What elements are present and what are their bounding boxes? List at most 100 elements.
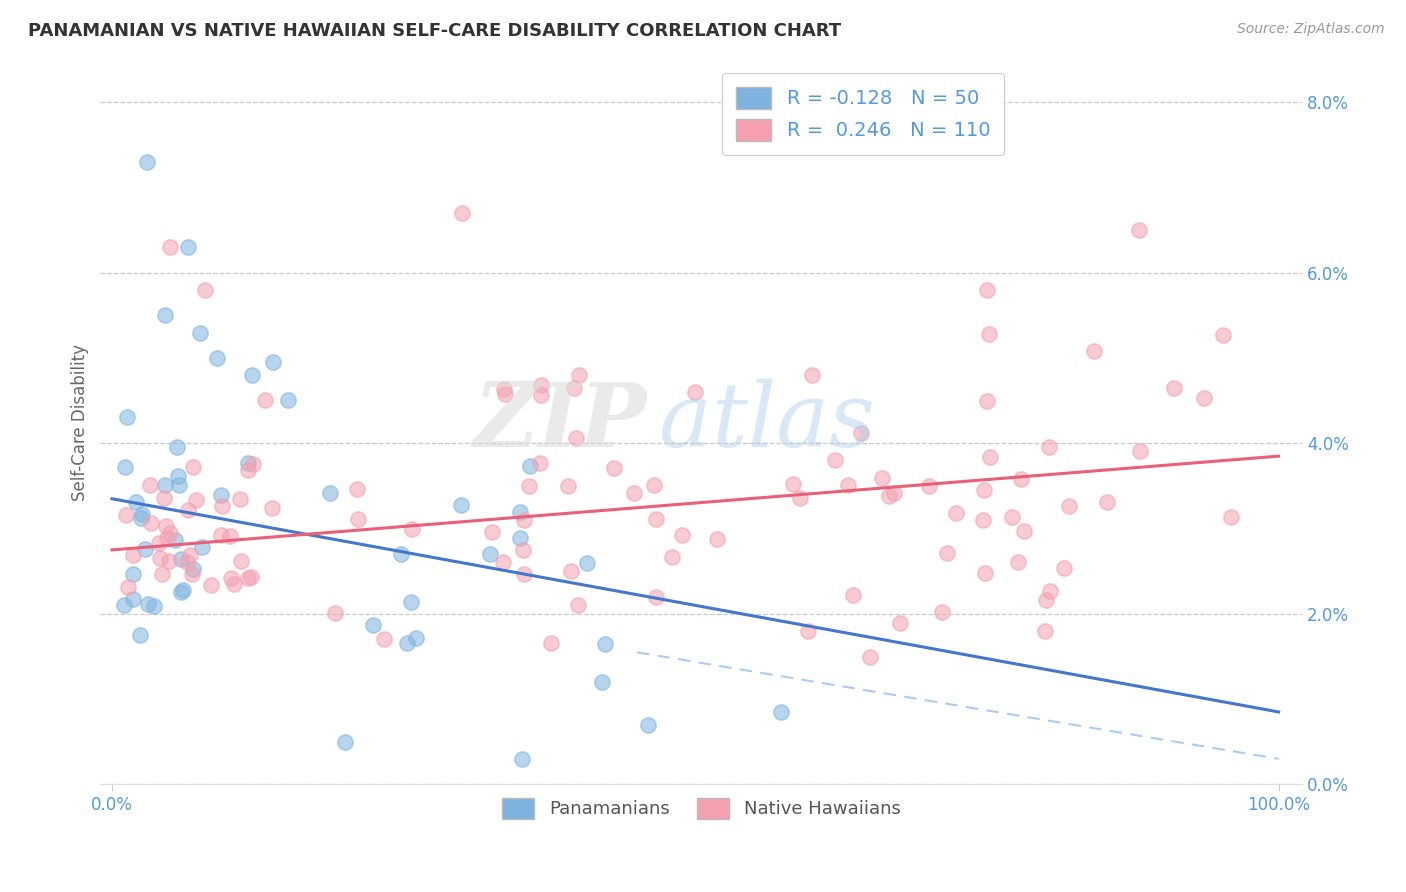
Point xyxy=(405,631,427,645)
Point xyxy=(240,570,263,584)
Point xyxy=(567,598,589,612)
Point xyxy=(179,548,201,562)
Point xyxy=(1095,494,1118,508)
Point xyxy=(643,478,665,492)
Point xyxy=(529,387,551,401)
Point xyxy=(870,471,893,485)
Point xyxy=(346,511,368,525)
Point xyxy=(1057,500,1080,514)
Point xyxy=(136,155,159,169)
Point xyxy=(481,524,503,539)
Point xyxy=(623,486,645,500)
Point xyxy=(125,494,148,508)
Point xyxy=(209,528,232,542)
Point xyxy=(1014,524,1036,539)
Point xyxy=(1010,472,1032,486)
Point xyxy=(1007,555,1029,569)
Point xyxy=(159,525,181,540)
Point xyxy=(575,556,598,570)
Point xyxy=(221,571,243,585)
Point xyxy=(519,458,541,473)
Point xyxy=(139,477,162,491)
Point xyxy=(936,546,959,560)
Point xyxy=(560,564,582,578)
Point xyxy=(262,355,284,369)
Point xyxy=(205,351,228,365)
Point xyxy=(801,368,824,383)
Point xyxy=(1035,593,1057,607)
Point xyxy=(152,566,174,581)
Point xyxy=(190,540,212,554)
Point xyxy=(115,410,138,425)
Point xyxy=(706,532,728,546)
Point xyxy=(1001,510,1024,524)
Point xyxy=(391,547,413,561)
Point xyxy=(190,326,212,340)
Point xyxy=(166,440,188,454)
Point xyxy=(644,590,666,604)
Point xyxy=(236,456,259,470)
Point xyxy=(139,516,162,530)
Point xyxy=(153,478,176,492)
Text: atlas: atlas xyxy=(659,378,875,466)
Point xyxy=(131,507,153,521)
Point xyxy=(163,533,186,548)
Point xyxy=(769,705,792,719)
Point xyxy=(685,385,707,400)
Point xyxy=(159,240,181,254)
Point xyxy=(509,531,531,545)
Point xyxy=(1220,509,1243,524)
Point xyxy=(194,283,217,297)
Point xyxy=(114,459,136,474)
Point xyxy=(211,499,233,513)
Point xyxy=(260,500,283,515)
Legend: Panamanians, Native Hawaiians: Panamanians, Native Hawaiians xyxy=(495,791,908,826)
Point xyxy=(976,283,998,297)
Point xyxy=(242,457,264,471)
Point xyxy=(837,478,859,492)
Point xyxy=(451,206,474,220)
Point xyxy=(492,554,515,568)
Point xyxy=(229,554,252,568)
Point xyxy=(346,482,368,496)
Point xyxy=(529,455,551,469)
Point xyxy=(396,636,419,650)
Point xyxy=(512,752,534,766)
Point xyxy=(122,591,145,606)
Point xyxy=(318,486,340,500)
Point xyxy=(122,548,145,562)
Point xyxy=(167,469,190,483)
Point xyxy=(156,531,179,545)
Point xyxy=(176,555,198,569)
Point xyxy=(115,508,138,522)
Point xyxy=(917,479,939,493)
Point xyxy=(509,504,531,518)
Point xyxy=(117,580,139,594)
Point xyxy=(183,562,205,576)
Point xyxy=(177,503,200,517)
Point xyxy=(112,598,135,612)
Point xyxy=(1163,381,1185,395)
Point xyxy=(153,309,176,323)
Point xyxy=(170,585,193,599)
Point xyxy=(979,450,1001,464)
Text: Source: ZipAtlas.com: Source: ZipAtlas.com xyxy=(1237,22,1385,37)
Point xyxy=(1033,624,1056,638)
Point xyxy=(128,628,150,642)
Point xyxy=(177,240,200,254)
Point xyxy=(877,489,900,503)
Point xyxy=(335,735,357,749)
Point xyxy=(143,599,166,614)
Point xyxy=(593,637,616,651)
Point xyxy=(200,578,222,592)
Point xyxy=(972,513,994,527)
Point xyxy=(134,542,156,557)
Point xyxy=(149,551,172,566)
Point xyxy=(512,543,534,558)
Point xyxy=(671,527,693,541)
Text: ZIP: ZIP xyxy=(474,379,647,466)
Point xyxy=(238,571,260,585)
Point xyxy=(842,589,865,603)
Point xyxy=(148,536,170,550)
Point xyxy=(219,529,242,543)
